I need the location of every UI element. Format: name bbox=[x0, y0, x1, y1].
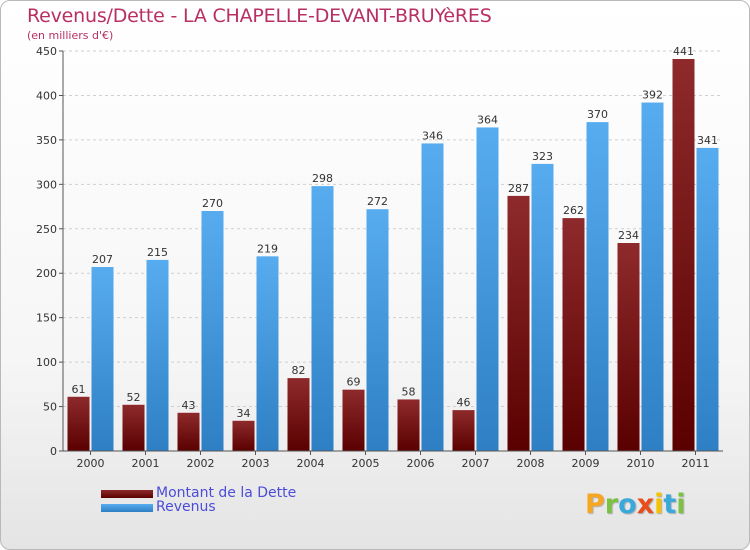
data-label: 272 bbox=[367, 195, 388, 208]
data-label: 82 bbox=[292, 364, 306, 377]
logo-letter: t bbox=[663, 489, 677, 520]
legend-label-debt: Montant de la Dette bbox=[156, 485, 297, 501]
data-label: 370 bbox=[587, 108, 608, 121]
x-tick-label: 2003 bbox=[242, 457, 270, 470]
logo-letter: x bbox=[636, 489, 655, 520]
bar-revenus bbox=[696, 147, 719, 451]
data-label: 215 bbox=[147, 246, 168, 259]
x-tick-label: 2002 bbox=[187, 457, 215, 470]
bar-dette bbox=[342, 389, 365, 451]
bar-dette bbox=[122, 404, 145, 451]
data-label: 298 bbox=[312, 172, 333, 185]
data-label: 46 bbox=[457, 396, 471, 409]
logo-letter: P bbox=[585, 489, 605, 520]
data-label: 323 bbox=[532, 150, 553, 163]
y-tick-label: 450 bbox=[36, 45, 57, 58]
bar-revenus bbox=[311, 186, 334, 451]
data-label: 58 bbox=[402, 385, 416, 398]
legend-swatch-revenus bbox=[101, 504, 153, 512]
bar-revenus bbox=[201, 211, 224, 451]
y-tick-label: 350 bbox=[36, 134, 57, 147]
bar-dette bbox=[562, 218, 585, 451]
bar-dette bbox=[617, 243, 640, 451]
bar-dette bbox=[67, 396, 90, 451]
data-label: 262 bbox=[563, 204, 584, 217]
legend-label-revenus: Revenus bbox=[156, 499, 216, 515]
x-tick-label: 2004 bbox=[297, 457, 325, 470]
legend-swatch-debt bbox=[101, 490, 153, 498]
data-label: 69 bbox=[347, 376, 361, 389]
data-label: 219 bbox=[257, 242, 278, 255]
bar-dette bbox=[452, 410, 475, 451]
bar-dette bbox=[232, 420, 255, 451]
x-tick-label: 2001 bbox=[132, 457, 160, 470]
data-label: 270 bbox=[202, 197, 223, 210]
x-tick-label: 2010 bbox=[627, 457, 655, 470]
bar-revenus bbox=[146, 259, 169, 451]
x-tick-label: 2008 bbox=[517, 457, 545, 470]
logo-letter: i bbox=[676, 489, 686, 520]
data-label: 207 bbox=[92, 253, 113, 266]
bar-revenus bbox=[366, 209, 389, 451]
bar-dette bbox=[177, 412, 200, 451]
bar-revenus bbox=[256, 256, 279, 451]
chart-subtitle: (en milliers d'€) bbox=[27, 29, 114, 42]
axis-layer: 0 50 100 150 200 250 300 350 400 450 2000 2001 2002 2… bbox=[36, 45, 723, 470]
data-label: 364 bbox=[477, 113, 498, 126]
y-tick-label: 200 bbox=[36, 267, 57, 280]
bar-dette bbox=[287, 378, 310, 451]
bar-revenus bbox=[421, 143, 444, 451]
x-tick-label: 2005 bbox=[352, 457, 380, 470]
x-tick-label: 2000 bbox=[77, 457, 105, 470]
logo-letter: r bbox=[604, 489, 619, 520]
bar-revenus bbox=[531, 163, 554, 451]
grid-layer bbox=[63, 50, 723, 452]
y-tick-label: 50 bbox=[43, 401, 57, 414]
data-label: 341 bbox=[697, 134, 718, 147]
data-label: 34 bbox=[237, 407, 251, 420]
x-tick-label: 2006 bbox=[407, 457, 435, 470]
data-label: 43 bbox=[182, 399, 196, 412]
x-tick-label: 2007 bbox=[462, 457, 490, 470]
data-label: 441 bbox=[673, 45, 694, 58]
data-label: 234 bbox=[618, 229, 639, 242]
logo-letter: o bbox=[618, 489, 637, 520]
x-tick-label: 2009 bbox=[572, 457, 600, 470]
y-tick-label: 400 bbox=[36, 89, 57, 102]
data-label: 52 bbox=[127, 391, 141, 404]
data-label: 287 bbox=[508, 182, 529, 195]
bar-dette bbox=[397, 399, 420, 451]
bar-revenus bbox=[91, 267, 114, 451]
y-tick-label: 100 bbox=[36, 356, 57, 369]
bars-layer bbox=[67, 59, 719, 452]
logo-letter: i bbox=[654, 489, 664, 520]
labels-layer: 61 207 52 215 43 270 34 219 82 298 69 272 58 346 46 364… bbox=[72, 45, 719, 420]
chart-title: Revenus/Dette - LA CHAPELLE-DEVANT-BRUYè… bbox=[27, 5, 492, 27]
y-tick-label: 300 bbox=[36, 178, 57, 191]
y-tick-label: 0 bbox=[50, 445, 57, 458]
data-label: 392 bbox=[642, 89, 663, 102]
bar-dette bbox=[672, 59, 695, 451]
bar-dette bbox=[507, 195, 530, 451]
bar-revenus bbox=[476, 127, 499, 451]
x-tick-label: 2011 bbox=[682, 457, 710, 470]
proxiti-logo: Proxiti bbox=[585, 489, 686, 520]
bar-revenus bbox=[641, 102, 664, 452]
data-label: 346 bbox=[422, 129, 443, 142]
data-label: 61 bbox=[72, 383, 86, 396]
y-tick-label: 150 bbox=[36, 312, 57, 325]
bar-revenus bbox=[586, 122, 609, 451]
y-tick-label: 250 bbox=[36, 223, 57, 236]
